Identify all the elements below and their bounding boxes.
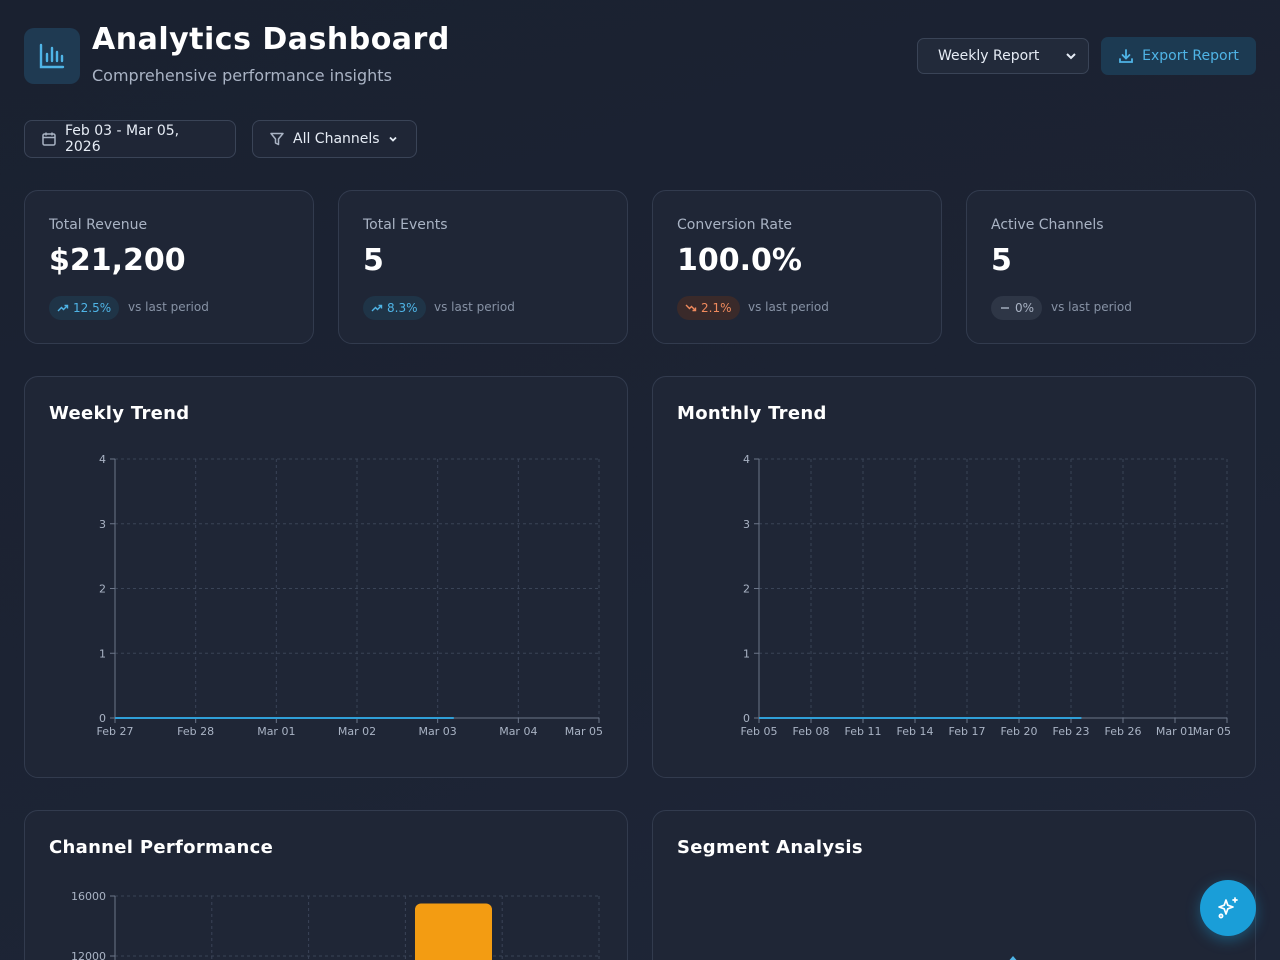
panel-title: Monthly Trend (677, 403, 827, 424)
trend-value: 8.3% (387, 301, 418, 315)
trend-badge: 0% (991, 296, 1043, 320)
y-tick-label: 1 (99, 647, 106, 660)
kpi-label: Total Events (363, 217, 448, 233)
panel-title: Channel Performance (49, 837, 274, 858)
y-tick-label: 3 (743, 518, 750, 531)
page-subtitle: Comprehensive performance insights (92, 66, 392, 85)
date-range-value: Feb 03 - Mar 05, 2026 (64, 123, 180, 155)
calendar-icon (42, 132, 56, 146)
segment-chart-marker (1009, 956, 1017, 960)
kpi-card-channels: Active Channels 5 0% vs last period (966, 190, 1256, 344)
x-tick-label: Mar 02 (338, 725, 376, 738)
report-type-value: Weekly Report (938, 48, 1040, 64)
kpi-value: $21,200 (49, 243, 186, 278)
y-tick-label: 0 (743, 712, 750, 725)
x-tick-label: Feb 08 (793, 725, 830, 738)
x-tick-label: Mar 05 (1193, 725, 1231, 738)
kpi-value: 5 (991, 243, 1012, 278)
filter-icon (270, 132, 284, 146)
panel-title: Segment Analysis (677, 837, 863, 858)
channel-filter-value: All Channels (293, 131, 380, 147)
panel-title: Weekly Trend (49, 403, 190, 424)
y-tick-label: 1 (743, 647, 750, 660)
x-tick-label: Mar 01 (257, 725, 295, 738)
channel-performance-panel: Channel Performance 16000 12000 (24, 810, 628, 960)
export-report-button[interactable]: Export Report (1101, 37, 1256, 75)
kpi-label: Active Channels (991, 217, 1104, 233)
bar-chart-icon (24, 28, 80, 84)
chevron-down-icon (1066, 53, 1076, 60)
monthly-trend-chart: 0 1 2 3 4 Feb 05 Feb 08 Feb 11 Feb 14 Feb 17 Feb 2… (741, 453, 1231, 738)
channel-filter[interactable]: All Channels (252, 120, 417, 158)
x-tick-label: Mar 04 (499, 725, 537, 738)
export-report-label: Export Report (1142, 48, 1239, 64)
x-tick-label: Feb 05 (741, 725, 778, 738)
x-tick-label: Feb 14 (897, 725, 934, 738)
x-tick-label: Feb 23 (1053, 725, 1090, 738)
chevron-down-icon (388, 136, 397, 142)
kpi-label: Total Revenue (49, 217, 148, 233)
trend-badge: 8.3% (363, 296, 426, 320)
y-tick-label: 0 (99, 712, 106, 725)
comparison-text: vs last period (434, 300, 515, 314)
kpi-value: 5 (363, 243, 384, 278)
x-tick-label: Mar 05 (565, 725, 603, 738)
comparison-text: vs last period (1051, 300, 1132, 314)
weekly-trend-panel: Weekly Trend 0 1 2 3 4 Feb 27 Feb 28 Mar 01 Mar … (24, 376, 628, 778)
trend-value: 12.5% (73, 301, 112, 315)
comparison-text: vs last period (748, 300, 829, 314)
y-tick-label: 4 (99, 453, 106, 466)
kpi-label: Conversion Rate (677, 217, 793, 233)
y-tick-label: 16000 (71, 890, 106, 903)
y-tick-label: 2 (743, 583, 750, 596)
kpi-card-conversion: Conversion Rate 100.0% 2.1% vs last peri… (652, 190, 942, 344)
trending-up-icon (57, 304, 69, 312)
trending-up-icon (371, 304, 383, 312)
x-tick-label: Feb 28 (177, 725, 214, 738)
y-tick-label: 12000 (71, 950, 106, 960)
sparkles-icon (1218, 897, 1238, 919)
y-tick-label: 3 (99, 518, 106, 531)
date-range-picker[interactable]: Feb 03 - Mar 05, 2026 (24, 120, 236, 158)
segment-analysis-panel: Segment Analysis (652, 810, 1256, 960)
y-tick-label: 2 (99, 583, 106, 596)
x-tick-label: Feb 26 (1105, 725, 1142, 738)
trending-down-icon (685, 304, 697, 312)
x-tick-label: Feb 27 (97, 725, 134, 738)
comparison-text: vs last period (128, 300, 209, 314)
report-type-select[interactable]: Weekly Report (917, 38, 1089, 74)
download-icon (1119, 49, 1134, 63)
x-tick-label: Mar 01 (1156, 725, 1194, 738)
x-tick-label: Feb 20 (1001, 725, 1038, 738)
trend-value: 2.1% (701, 301, 732, 315)
channel-performance-chart: 16000 12000 (71, 890, 600, 960)
trend-badge: 12.5% (49, 296, 120, 320)
minus-icon (1001, 307, 1009, 309)
x-tick-label: Feb 11 (845, 725, 882, 738)
dashboard-header: Analytics Dashboard Comprehensive perfor… (24, 20, 1256, 90)
kpi-value: 100.0% (677, 243, 802, 278)
kpi-card-revenue: Total Revenue $21,200 12.5% vs last peri… (24, 190, 314, 344)
page-title: Analytics Dashboard (92, 22, 450, 57)
x-tick-label: Feb 17 (949, 725, 986, 738)
bar (415, 903, 492, 960)
weekly-trend-chart: 0 1 2 3 4 Feb 27 Feb 28 Mar 01 Mar 02 Mar 03 Mar 0… (97, 453, 603, 738)
monthly-trend-panel: Monthly Trend 0 1 2 3 4 Feb 05 Feb 08 Feb 11 Feb… (652, 376, 1256, 778)
x-tick-label: Mar 03 (419, 725, 457, 738)
trend-badge: 2.1% (677, 296, 740, 320)
kpi-card-events: Total Events 5 8.3% vs last period (338, 190, 628, 344)
y-tick-label: 4 (743, 453, 750, 466)
trend-value: 0% (1015, 301, 1035, 315)
ai-assistant-button[interactable] (1200, 880, 1256, 936)
